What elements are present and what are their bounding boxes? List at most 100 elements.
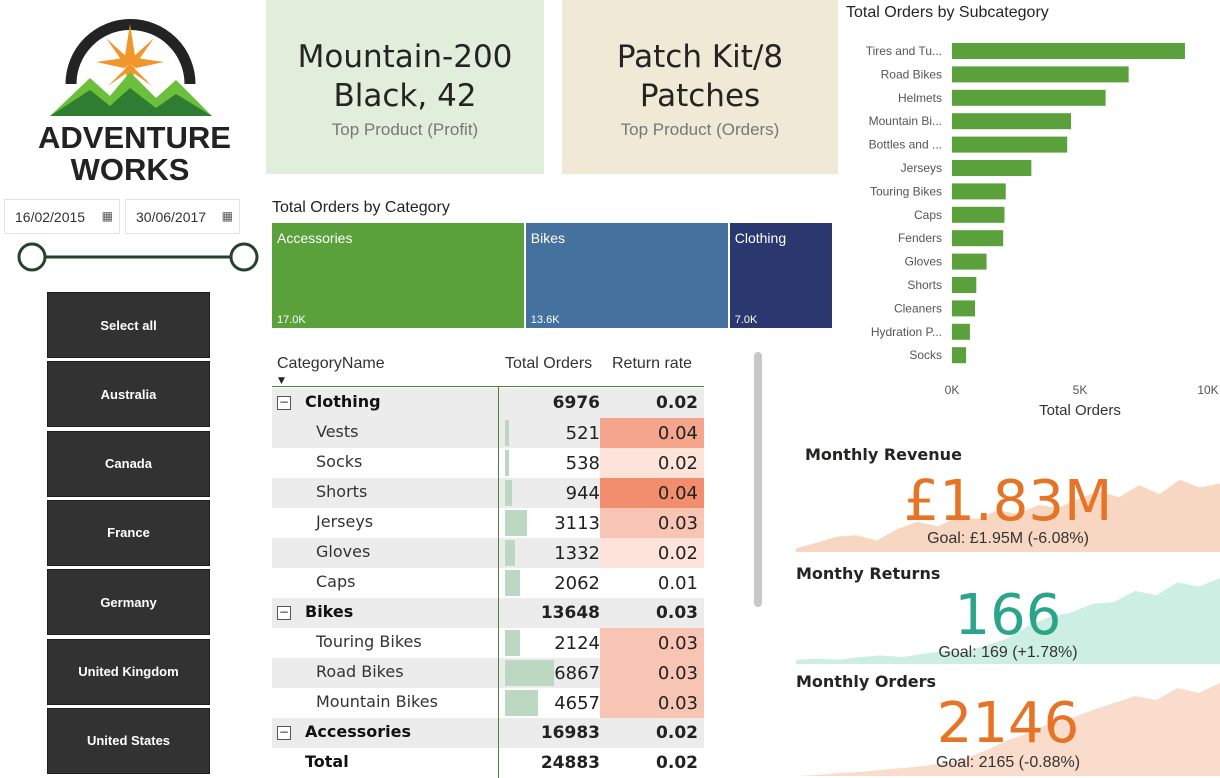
matrix-header-underline (272, 386, 704, 387)
bar-hydration-p-[interactable] (952, 323, 970, 340)
treemap-cell-bikes[interactable]: Bikes 13.6K (525, 223, 728, 328)
top-product-profit-value: Mountain-200 Black, 42 (266, 38, 544, 116)
matrix-total-row: Total 24883 0.02 (272, 748, 704, 778)
subcategory-bar-chart: Tires and Tu... Road Bikes Helmets Mountain… (866, 43, 1219, 419)
logo-mountain-icon (50, 19, 212, 116)
bar-cleaners[interactable] (952, 300, 976, 317)
date-range-slider[interactable] (16, 240, 260, 274)
collapse-toggle-icon[interactable]: − (277, 395, 291, 410)
calendar-icon[interactable]: ▦ (221, 209, 233, 223)
logo-wordmark-line1: ADVENTURE (38, 120, 231, 155)
trend-card-goal: Goal: 169 (+1.78%) (938, 644, 1078, 661)
adventure-works-logo: ADVENTURE WORKS (38, 6, 231, 188)
treemap-cell-value: 17.0K (277, 314, 306, 326)
sort-arrow-icon[interactable]: ▼ (278, 376, 285, 386)
treemap-cell-value: 13.6K (530, 314, 560, 326)
trend-card-title: Monthly Revenue (805, 445, 962, 464)
bar-category-label: Jerseys (901, 161, 942, 175)
bar-fenders[interactable] (952, 230, 1004, 247)
treemap-cell-accessories[interactable]: Accessories 17.0K (272, 223, 524, 328)
bar-shorts[interactable] (952, 277, 977, 293)
matrix-category-row[interactable]: − Accessories 16983 0.02 (272, 718, 704, 748)
matrix-row-label: Jerseys (316, 512, 374, 531)
bar-socks[interactable] (952, 347, 967, 364)
country-button-germany[interactable]: Germany (47, 569, 210, 636)
monthly-returns-card: Monthy Returns 166 Goal: 169 (+1.78%) (796, 556, 1220, 668)
trend-sparkline (796, 683, 1220, 776)
end-date-input[interactable]: 30/06/2017 ▦ (125, 199, 240, 234)
matrix-total-orders-value: 6867 (554, 663, 600, 684)
country-button-canada[interactable]: Canada (47, 430, 210, 497)
matrix-total-orders-value: 24883 (540, 753, 600, 773)
bar-bottles-and-[interactable] (952, 136, 1068, 153)
country-button-australia[interactable]: Australia (47, 361, 210, 428)
matrix-category-row[interactable]: − Bikes 13648 0.03 (272, 598, 704, 628)
matrix-header-category[interactable]: CategoryName (277, 355, 385, 372)
bar-touring-bikes[interactable] (952, 183, 1006, 200)
matrix-return-rate-value: 0.02 (656, 393, 698, 413)
bar-mountain-bi-[interactable] (952, 113, 1072, 130)
matrix-row-label: Caps (316, 572, 356, 591)
matrix-row: Jerseys 3113 0.03 (272, 508, 704, 538)
trend-area (796, 578, 1220, 664)
matrix-row-label: Road Bikes (316, 662, 404, 681)
matrix-category-row[interactable]: − Clothing 6976 0.02 (272, 388, 704, 418)
return-rate-heat-cell (600, 568, 704, 598)
matrix-row-label: Vests (316, 422, 359, 441)
bar-jerseys[interactable] (952, 160, 1032, 176)
bar-category-label: Gloves (905, 255, 942, 269)
country-button-united-kingdom[interactable]: United Kingdom (47, 638, 210, 705)
matrix-return-rate-value: 0.03 (657, 513, 698, 534)
start-date-input[interactable]: 16/02/2015 ▦ (4, 199, 120, 234)
trend-area (796, 683, 1220, 776)
matrix-return-rate-value: 0.04 (657, 483, 698, 504)
bar-gloves[interactable] (952, 253, 987, 270)
top-product-orders-label: Top Product (Orders) (620, 120, 780, 139)
treemap-cell-label: Bikes (530, 230, 566, 246)
top-product-orders-card: Patch Kit/8 Patches Top Product (Orders) (562, 0, 838, 174)
bar-category-label: Bottles and ... (869, 138, 942, 152)
orders-data-bar (505, 660, 555, 686)
top-product-profit-card: Mountain-200 Black, 42 Top Product (Prof… (266, 0, 544, 174)
collapse-toggle-icon[interactable]: − (277, 605, 291, 620)
bar-tires-and-tu-[interactable] (952, 43, 1185, 59)
matrix-return-rate-value: 0.03 (657, 663, 698, 684)
matrix-row: Touring Bikes 2124 0.03 (272, 628, 704, 658)
treemap-cell-clothing[interactable]: Clothing 7.0K (729, 223, 832, 328)
matrix-total-orders-value: 4657 (554, 693, 600, 714)
slider-start-handle[interactable] (17, 242, 47, 272)
matrix-scrollbar[interactable] (754, 352, 762, 607)
country-button-select-all[interactable]: Select all (47, 292, 210, 358)
calendar-icon[interactable]: ▦ (101, 209, 113, 223)
matrix-header-total-orders[interactable]: Total Orders (505, 355, 593, 372)
bar-category-label: Tires and Tu... (866, 44, 942, 58)
matrix-header-return-rate[interactable]: Return rate (612, 355, 693, 372)
top-product-profit-line1: Mountain-200 (297, 39, 513, 75)
country-button-france[interactable]: France (47, 499, 210, 566)
trend-sparkline (796, 479, 1220, 552)
bar-road-bikes[interactable] (952, 66, 1129, 83)
return-rate-heat-cell (600, 508, 704, 538)
matrix-return-rate-value: 0.02 (656, 723, 698, 743)
trend-card-value: £1.83M (903, 469, 1113, 534)
orders-data-bar (505, 480, 512, 506)
country-button-united-states[interactable]: United States (47, 707, 210, 774)
matrix-total-orders-value: 2124 (554, 633, 600, 654)
matrix-row-label: Bikes (305, 602, 354, 621)
matrix-row-label: Total (305, 752, 349, 771)
matrix-return-rate-value: 0.02 (657, 543, 698, 564)
return-rate-heat-cell (600, 418, 704, 448)
matrix-total-orders-value: 6976 (552, 393, 600, 413)
matrix-return-rate-value: 0.03 (656, 603, 698, 623)
matrix-row-label: Socks (316, 452, 363, 471)
matrix-row: Socks 538 0.02 (272, 448, 704, 478)
return-rate-heat-cell (600, 448, 704, 478)
matrix-return-rate-value: 0.04 (657, 423, 698, 444)
slider-end-handle[interactable] (229, 242, 259, 272)
matrix-column-divider (498, 386, 499, 778)
matrix-return-rate-value: 0.02 (656, 753, 698, 773)
collapse-toggle-icon[interactable]: − (277, 725, 291, 740)
bar-helmets[interactable] (952, 89, 1106, 106)
bar-caps[interactable] (952, 206, 1005, 223)
top-product-profit-label: Top Product (Profit) (331, 120, 479, 139)
